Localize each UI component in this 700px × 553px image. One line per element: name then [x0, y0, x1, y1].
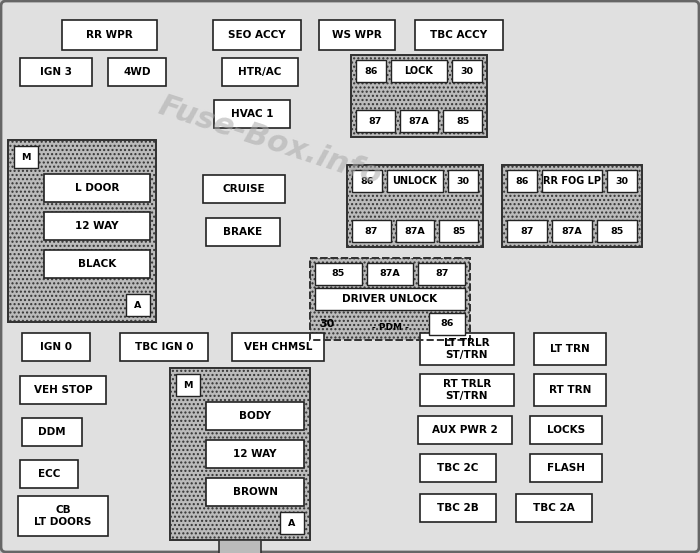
- Text: A: A: [134, 300, 141, 310]
- Bar: [607, 170, 637, 192]
- Text: 86: 86: [440, 320, 454, 328]
- Text: RR WPR: RR WPR: [86, 30, 133, 40]
- Bar: [420, 374, 514, 406]
- Bar: [222, 58, 298, 86]
- Bar: [448, 170, 478, 192]
- Bar: [18, 496, 108, 536]
- Text: 30: 30: [319, 319, 335, 329]
- Text: UNLOCK: UNLOCK: [393, 176, 438, 186]
- Bar: [170, 368, 310, 540]
- Text: 30: 30: [615, 176, 629, 185]
- Text: 86: 86: [360, 176, 374, 185]
- Bar: [534, 374, 606, 406]
- Bar: [44, 212, 150, 240]
- Bar: [120, 333, 208, 361]
- Text: DRIVER UNLOCK: DRIVER UNLOCK: [342, 294, 438, 304]
- Text: VEH CHMSL: VEH CHMSL: [244, 342, 312, 352]
- Text: IGN 3: IGN 3: [40, 67, 72, 77]
- Bar: [232, 333, 324, 361]
- Bar: [310, 258, 470, 340]
- Text: 87A: 87A: [405, 227, 426, 236]
- Bar: [8, 140, 156, 322]
- Bar: [507, 220, 547, 242]
- Bar: [126, 294, 150, 316]
- Bar: [206, 440, 304, 468]
- Text: 85: 85: [452, 227, 466, 236]
- Text: 85: 85: [610, 227, 624, 236]
- Text: CB
LT DOORS: CB LT DOORS: [34, 505, 92, 527]
- Bar: [391, 60, 447, 82]
- Bar: [319, 20, 395, 50]
- Bar: [516, 494, 592, 522]
- Text: 12 WAY: 12 WAY: [76, 221, 119, 231]
- Bar: [170, 368, 310, 540]
- Text: 87: 87: [520, 227, 533, 236]
- Bar: [552, 220, 592, 242]
- Text: RT TRN: RT TRN: [549, 385, 592, 395]
- Bar: [367, 263, 413, 285]
- Bar: [203, 175, 285, 203]
- Text: 87: 87: [365, 227, 378, 236]
- Bar: [597, 220, 637, 242]
- Text: 4WD: 4WD: [123, 67, 150, 77]
- Bar: [420, 494, 496, 522]
- Bar: [534, 333, 606, 365]
- Text: SEO ACCY: SEO ACCY: [228, 30, 286, 40]
- Text: DDM: DDM: [38, 427, 66, 437]
- Bar: [351, 55, 487, 137]
- Bar: [22, 418, 82, 446]
- Text: TBC IGN 0: TBC IGN 0: [134, 342, 193, 352]
- Text: AUX PWR 2: AUX PWR 2: [432, 425, 498, 435]
- Bar: [542, 170, 602, 192]
- Bar: [419, 263, 465, 285]
- Text: Fuse-Box.info: Fuse-Box.info: [155, 91, 386, 191]
- Bar: [20, 58, 92, 86]
- Bar: [387, 170, 443, 192]
- Bar: [347, 165, 483, 247]
- Bar: [62, 20, 157, 50]
- Text: IGN 0: IGN 0: [40, 342, 72, 352]
- Bar: [206, 478, 304, 506]
- Text: BROWN: BROWN: [232, 487, 277, 497]
- Bar: [176, 374, 200, 396]
- Bar: [415, 20, 503, 50]
- Text: TBC 2B: TBC 2B: [437, 503, 479, 513]
- Bar: [502, 165, 642, 247]
- Text: 85: 85: [332, 269, 345, 279]
- Bar: [315, 288, 465, 310]
- Text: TBC ACCY: TBC ACCY: [430, 30, 488, 40]
- Bar: [400, 110, 438, 132]
- Text: HTR/AC: HTR/AC: [238, 67, 281, 77]
- Bar: [530, 454, 602, 482]
- Bar: [108, 58, 166, 86]
- Bar: [22, 333, 90, 361]
- Text: LOCK: LOCK: [405, 66, 433, 76]
- Text: A: A: [288, 519, 295, 528]
- Text: 87: 87: [435, 269, 449, 279]
- Bar: [452, 60, 482, 82]
- Bar: [420, 454, 496, 482]
- Bar: [507, 170, 537, 192]
- Text: 12 WAY: 12 WAY: [233, 449, 276, 459]
- Text: 87: 87: [369, 117, 382, 126]
- Text: 85: 85: [456, 117, 469, 126]
- Text: M: M: [21, 153, 31, 161]
- Bar: [14, 146, 38, 168]
- Bar: [347, 165, 483, 247]
- Text: 87A: 87A: [379, 269, 400, 279]
- Text: RR FOG LP: RR FOG LP: [543, 176, 601, 186]
- Bar: [352, 170, 382, 192]
- Bar: [356, 110, 395, 132]
- Bar: [20, 376, 106, 404]
- Bar: [420, 333, 514, 365]
- Text: TBC 2C: TBC 2C: [438, 463, 479, 473]
- Bar: [213, 20, 301, 50]
- Bar: [502, 165, 642, 247]
- Bar: [530, 416, 602, 444]
- Bar: [219, 540, 261, 553]
- Bar: [429, 313, 465, 335]
- Bar: [8, 140, 156, 322]
- Bar: [310, 258, 470, 340]
- Bar: [206, 402, 304, 430]
